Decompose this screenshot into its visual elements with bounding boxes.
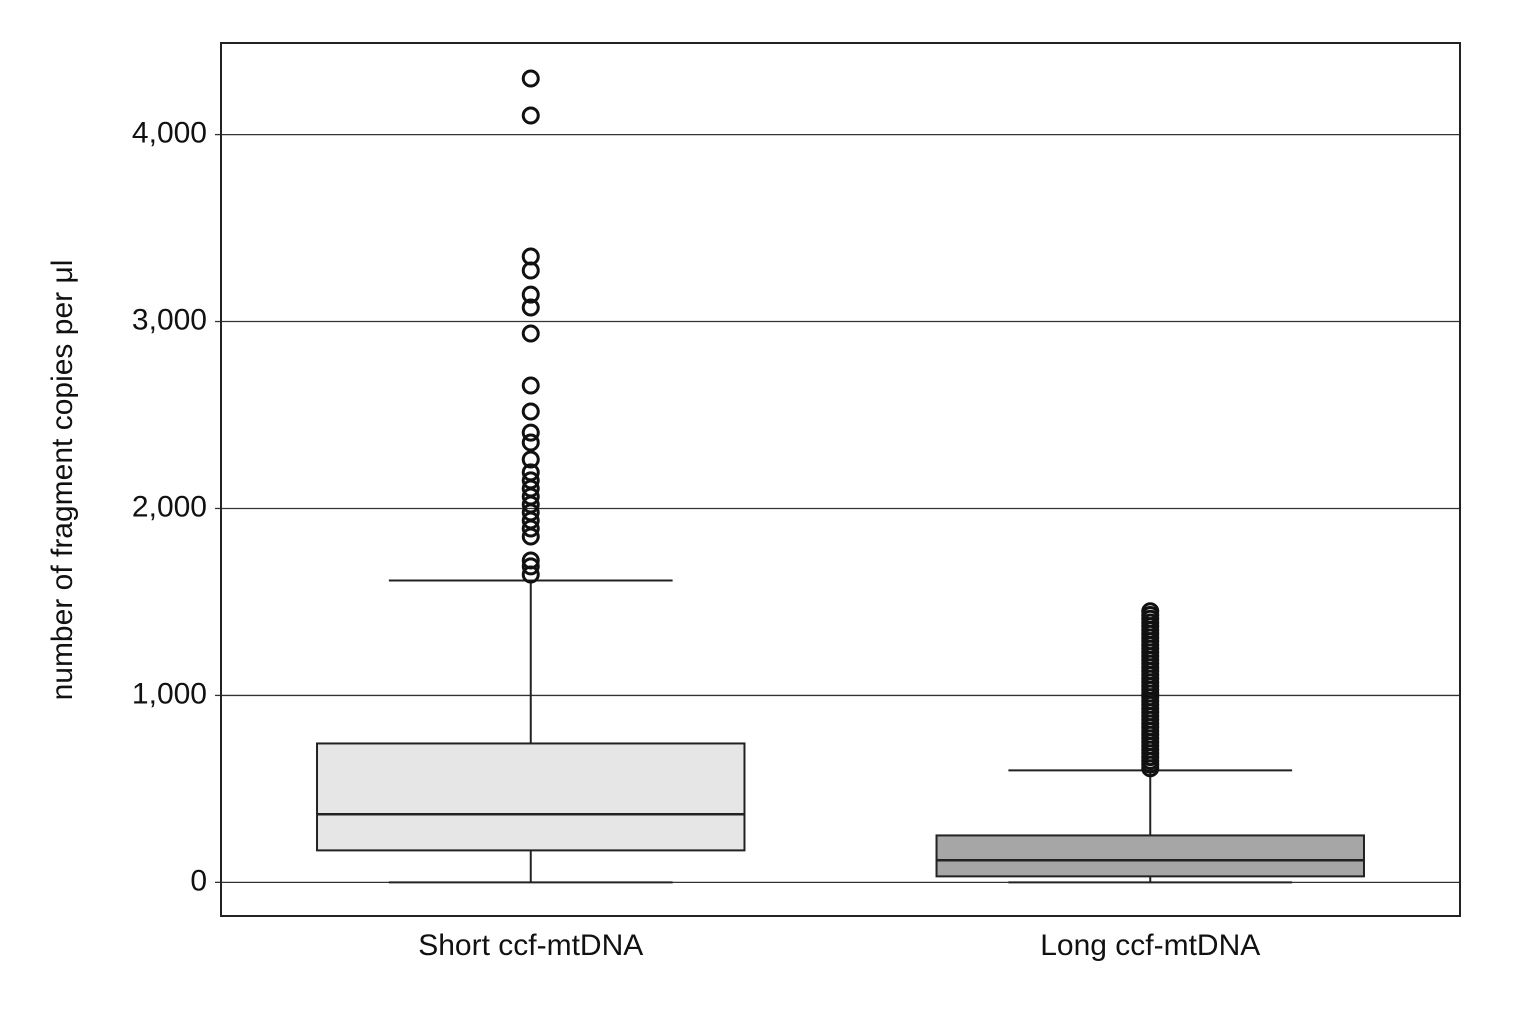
outlier	[521, 450, 540, 469]
outlier	[521, 423, 540, 442]
outlier	[521, 69, 540, 88]
outlier	[521, 402, 540, 421]
y-tick-label: 0	[190, 864, 207, 897]
y-tick-label: 4,000	[132, 117, 207, 150]
outlier	[521, 557, 540, 576]
box	[316, 742, 746, 852]
x-tick-label: Short ccf-mtDNA	[418, 929, 643, 962]
outlier	[521, 106, 540, 125]
y-tick-label: 2,000	[132, 490, 207, 523]
outlier	[521, 565, 540, 584]
box	[935, 834, 1365, 878]
outlier	[521, 433, 540, 452]
outlier	[521, 519, 540, 538]
outlier	[521, 527, 540, 546]
y-axis-label: number of fragment copies per μl	[46, 260, 79, 701]
outlier	[521, 298, 540, 317]
outlier	[521, 261, 540, 280]
outlier	[521, 285, 540, 304]
outlier	[1141, 602, 1160, 621]
y-tick-label: 1,000	[132, 677, 207, 710]
x-tick-label: Long ccf-mtDNA	[1040, 929, 1260, 962]
outlier	[521, 376, 540, 395]
y-tick-label: 3,000	[132, 303, 207, 336]
outlier	[521, 324, 540, 343]
plot-frame	[220, 42, 1461, 917]
